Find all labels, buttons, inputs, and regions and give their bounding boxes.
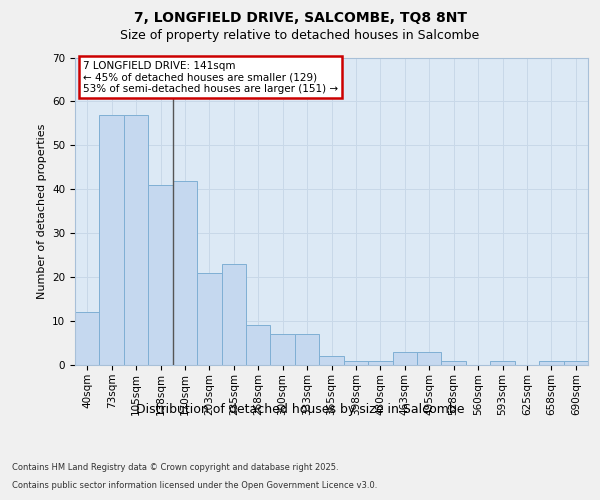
Bar: [221, 264, 246, 365]
Bar: [173, 180, 197, 365]
Bar: [539, 360, 563, 365]
Text: Contains HM Land Registry data © Crown copyright and database right 2025.: Contains HM Land Registry data © Crown c…: [12, 464, 338, 472]
Bar: [75, 312, 100, 365]
Bar: [442, 360, 466, 365]
Bar: [246, 326, 271, 365]
Bar: [197, 273, 221, 365]
Bar: [148, 185, 173, 365]
Text: Size of property relative to detached houses in Salcombe: Size of property relative to detached ho…: [121, 29, 479, 42]
Bar: [563, 360, 588, 365]
Text: 7, LONGFIELD DRIVE, SALCOMBE, TQ8 8NT: 7, LONGFIELD DRIVE, SALCOMBE, TQ8 8NT: [133, 11, 467, 25]
Text: 7 LONGFIELD DRIVE: 141sqm
← 45% of detached houses are smaller (129)
53% of semi: 7 LONGFIELD DRIVE: 141sqm ← 45% of detac…: [83, 60, 338, 94]
Bar: [124, 114, 148, 365]
Bar: [271, 334, 295, 365]
Bar: [417, 352, 442, 365]
Y-axis label: Number of detached properties: Number of detached properties: [37, 124, 47, 299]
Bar: [319, 356, 344, 365]
Bar: [392, 352, 417, 365]
Text: Contains public sector information licensed under the Open Government Licence v3: Contains public sector information licen…: [12, 481, 377, 490]
Bar: [368, 360, 392, 365]
Bar: [344, 360, 368, 365]
Bar: [295, 334, 319, 365]
Bar: [100, 114, 124, 365]
Bar: [490, 360, 515, 365]
Text: Distribution of detached houses by size in Salcombe: Distribution of detached houses by size …: [136, 402, 464, 415]
